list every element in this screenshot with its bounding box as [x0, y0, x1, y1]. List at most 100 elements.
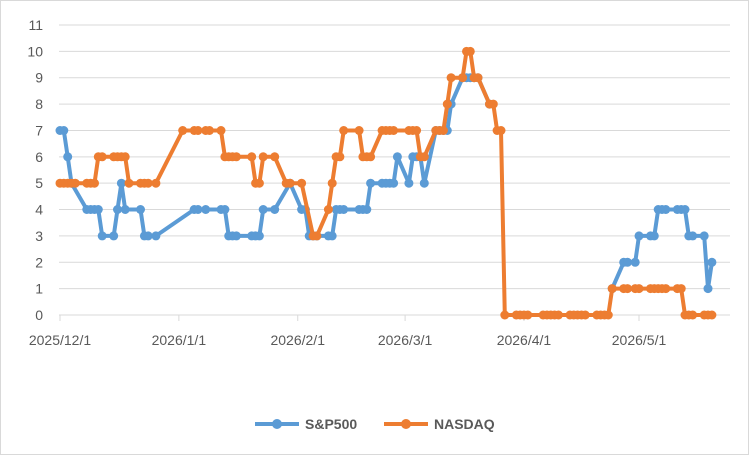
sp500-point [151, 231, 161, 241]
sp500-point [634, 231, 644, 241]
sp500-point [362, 205, 372, 214]
sp500-point [113, 205, 122, 214]
sp500-point [270, 205, 280, 214]
nasdaq-point [412, 126, 422, 135]
sp500-point [688, 231, 698, 241]
nasdaq-point [707, 310, 717, 320]
sp500-point [116, 178, 126, 188]
nasdaq-point [258, 152, 268, 162]
nasdaq-point [270, 152, 280, 162]
y-tick-label: 1 [35, 281, 43, 297]
nasdaq-point [366, 152, 376, 162]
nasdaq-point [354, 126, 364, 135]
sp500-point [254, 231, 264, 241]
nasdaq-point [339, 126, 349, 135]
x-tick-label: 2026/5/1 [612, 332, 667, 348]
nasdaq-point [193, 126, 203, 135]
nasdaq-point [554, 310, 563, 320]
nasdaq-point [97, 152, 107, 162]
sp500-point [707, 257, 717, 267]
sp500-point [193, 205, 203, 214]
series-lines [55, 46, 717, 320]
sp500-point [703, 284, 713, 294]
x-tick-label: 2025/12/1 [29, 332, 91, 348]
nasdaq-point [419, 152, 429, 162]
nasdaq-point [312, 231, 322, 241]
nasdaq-point [247, 152, 257, 162]
nasdaq-point [523, 310, 533, 320]
y-tick-label: 4 [35, 202, 43, 218]
sp500-point [93, 205, 103, 214]
sp500-point [231, 231, 241, 241]
y-tick-label: 7 [35, 122, 43, 138]
sp500-point [120, 205, 130, 214]
sp500-point [680, 205, 690, 214]
nasdaq-point [90, 178, 99, 188]
nasdaq-point [623, 284, 632, 294]
nasdaq-point [465, 46, 475, 56]
nasdaq-point [285, 178, 295, 188]
sp500-point [404, 178, 414, 188]
nasdaq-point [438, 126, 448, 135]
sp500-point [63, 152, 73, 162]
nasdaq-point [458, 73, 468, 83]
y-tick-label: 11 [28, 17, 43, 33]
nasdaq-point [120, 152, 130, 162]
legend: S&P500 NASDAQ [255, 416, 495, 432]
legend-marker-nasdaq [401, 419, 411, 429]
nasdaq-point [688, 310, 698, 320]
nasdaq-point [389, 126, 399, 135]
legend-label-nasdaq: NASDAQ [434, 416, 495, 432]
sp500-point [143, 231, 153, 241]
sp500-point [623, 257, 632, 267]
y-tick-label: 5 [35, 175, 43, 191]
nasdaq-point [323, 205, 333, 214]
legend-marker-sp500 [272, 419, 282, 429]
sp500-point [392, 152, 402, 162]
nasdaq-point [607, 284, 617, 294]
nasdaq-point [143, 178, 153, 188]
legend-label-sp500: S&P500 [305, 416, 357, 432]
sp500-point [109, 231, 119, 241]
sp500-point [258, 205, 268, 214]
nasdaq-point [676, 284, 686, 294]
x-tick-label: 2026/4/1 [497, 332, 552, 348]
nasdaq-point [500, 310, 510, 320]
y-tick-label: 2 [35, 254, 43, 270]
sp500-point [327, 231, 337, 241]
sp500-point [136, 205, 145, 214]
y-tick-label: 8 [35, 96, 43, 112]
sp500-line [610, 207, 714, 291]
nasdaq-point [178, 126, 188, 135]
sp500-point [661, 205, 671, 214]
y-tick-label: 3 [35, 228, 43, 244]
nasdaq-point [335, 152, 345, 162]
sp500-point [97, 231, 107, 241]
x-tick-label: 2026/2/1 [270, 332, 325, 348]
sp500-point [419, 178, 429, 188]
nasdaq-point [216, 126, 226, 135]
x-tick-label: 2026/1/1 [152, 332, 207, 348]
nasdaq-point [254, 178, 264, 188]
y-tick-label: 9 [35, 70, 43, 86]
sp500-point [220, 205, 230, 214]
sp500-point [649, 231, 659, 241]
nasdaq-point [661, 284, 671, 294]
y-tick-label: 0 [35, 307, 43, 323]
nasdaq-point [473, 73, 483, 83]
nasdaq-point [70, 178, 80, 188]
nasdaq-point [446, 73, 456, 83]
nasdaq-point [297, 178, 307, 188]
nasdaq-point [488, 99, 498, 109]
nasdaq-point [496, 126, 506, 135]
nasdaq-point [151, 178, 161, 188]
sp500-point [630, 257, 640, 267]
y-tick-label: 6 [35, 149, 43, 165]
nasdaq-point [603, 310, 613, 320]
y-axis-ticks: 0 1 2 3 4 5 6 7 8 9 10 11 [27, 17, 43, 323]
sp500-point [339, 205, 349, 214]
nasdaq-point [327, 178, 337, 188]
nasdaq-point [231, 152, 241, 162]
